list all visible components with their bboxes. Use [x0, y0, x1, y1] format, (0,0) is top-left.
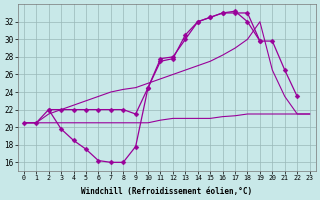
X-axis label: Windchill (Refroidissement éolien,°C): Windchill (Refroidissement éolien,°C): [81, 187, 252, 196]
